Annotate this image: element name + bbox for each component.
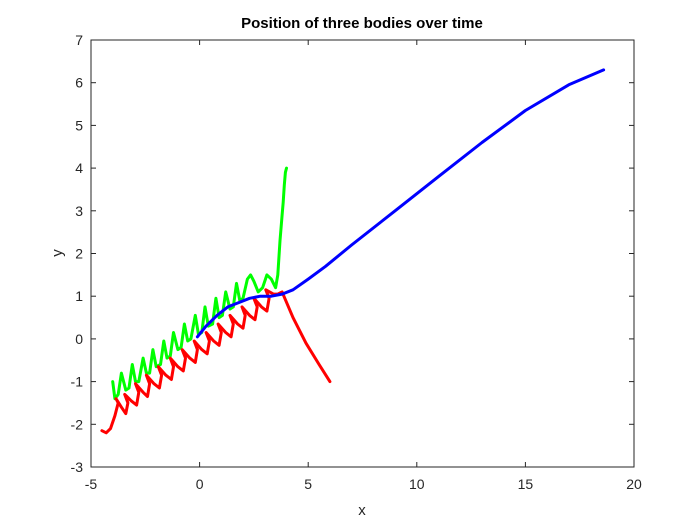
plot-area (90, 39, 635, 468)
chart-title: Position of three bodies over time (241, 15, 483, 32)
series-line-2 (100, 288, 332, 435)
y-tick-label: -2 (71, 416, 84, 432)
x-tick-label: 0 (196, 476, 204, 492)
y-tick-label: 4 (75, 160, 83, 176)
y-tick-label: 5 (75, 117, 83, 133)
series-line-1 (111, 166, 288, 401)
y-tick-label: 1 (75, 288, 83, 304)
y-tick-label: 3 (75, 203, 83, 219)
y-tick-label: 7 (75, 32, 83, 48)
y-tick-label: -3 (71, 459, 84, 475)
x-tick-label: -5 (85, 476, 98, 492)
y-tick-label: 6 (75, 75, 83, 91)
y-axis-label: y (49, 249, 66, 257)
x-tick-label: 10 (409, 476, 425, 492)
x-axis-ticks: -5 0 5 10 15 20 (85, 40, 642, 492)
x-tick-label: 20 (626, 476, 642, 492)
x-tick-label: 15 (518, 476, 534, 492)
y-axis-ticks: -3 -2 -1 0 1 2 3 4 5 6 7 (71, 32, 634, 475)
series-line-3 (195, 68, 606, 339)
x-tick-label: 5 (304, 476, 312, 492)
y-tick-label: 2 (75, 246, 83, 262)
x-axis-label: x (358, 502, 366, 519)
series-layer (100, 68, 606, 435)
y-tick-label: -1 (71, 374, 84, 390)
y-tick-label: 0 (75, 331, 83, 347)
